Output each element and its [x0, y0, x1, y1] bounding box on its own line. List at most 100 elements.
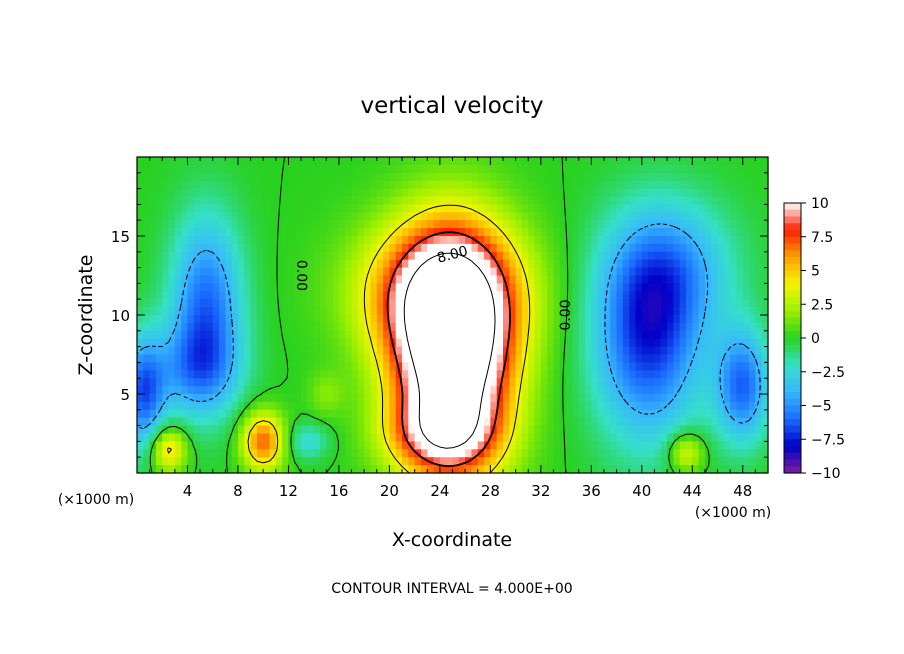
heatmap-cell — [502, 196, 510, 205]
heatmap-cell — [200, 338, 208, 348]
heatmap-cell — [338, 441, 346, 450]
heatmap-cell — [395, 449, 403, 458]
heatmap-cell — [540, 251, 548, 261]
heatmap-cell — [269, 291, 277, 300]
heatmap-cell — [559, 228, 567, 237]
heatmap-cell — [395, 322, 403, 332]
heatmap-cell — [263, 251, 271, 261]
heatmap-cell — [301, 188, 308, 198]
heatmap-cell — [370, 315, 378, 324]
heatmap-cell — [338, 330, 346, 340]
heatmap-cell — [389, 409, 397, 419]
heatmap-cell — [307, 417, 315, 427]
heatmap-cell — [591, 275, 599, 284]
colorbar-swatch — [784, 331, 801, 339]
heatmap-cell — [452, 370, 460, 379]
heatmap-cell — [313, 425, 321, 435]
heatmap-cell — [338, 157, 346, 166]
heatmap-cell — [433, 354, 441, 363]
heatmap-cell — [332, 243, 340, 253]
heatmap-cell — [648, 180, 656, 190]
heatmap-cell — [294, 307, 302, 316]
heatmap-cell — [534, 315, 542, 324]
heatmap-cell — [528, 386, 536, 395]
heatmap-cell — [439, 354, 447, 363]
heatmap-cell — [174, 196, 182, 205]
heatmap-cell — [301, 283, 308, 292]
heatmap-cell — [578, 291, 586, 300]
heatmap-cell — [559, 322, 567, 332]
heatmap-cell — [755, 370, 763, 379]
heatmap-cell — [603, 346, 611, 356]
heatmap-cell — [553, 322, 561, 332]
heatmap-cell — [654, 401, 662, 411]
heatmap-cell — [566, 370, 573, 379]
heatmap-cell — [679, 275, 687, 284]
heatmap-cell — [408, 236, 416, 245]
heatmap-cell — [736, 307, 744, 316]
heatmap-cell — [395, 157, 403, 166]
heatmap-cell — [471, 291, 479, 300]
heatmap-cell — [250, 204, 258, 213]
heatmap-cell — [515, 425, 523, 435]
heatmap-cell — [648, 346, 656, 356]
heatmap-cell — [622, 378, 630, 387]
heatmap-cell — [755, 291, 763, 300]
heatmap-cell — [616, 362, 624, 371]
heatmap-cell — [559, 267, 567, 277]
heatmap-cell — [742, 267, 750, 277]
heatmap-cell — [326, 172, 334, 182]
heatmap-cell — [168, 267, 176, 277]
heatmap-cell — [496, 449, 504, 458]
heatmap-cell — [294, 346, 302, 356]
heatmap-cell — [307, 378, 315, 387]
heatmap-cell — [288, 157, 296, 166]
heatmap-cell — [641, 354, 649, 363]
heatmap-cell — [250, 164, 258, 174]
heatmap-cell — [301, 457, 308, 466]
heatmap-cell — [402, 330, 409, 340]
heatmap-cell — [364, 212, 372, 221]
heatmap-cell — [427, 259, 435, 269]
heatmap-cell — [534, 330, 542, 340]
colorbar-swatch — [784, 419, 801, 427]
heatmap-cell — [458, 370, 466, 379]
heatmap-cell — [212, 354, 220, 363]
heatmap-cell — [667, 354, 674, 363]
heatmap-cell — [534, 441, 542, 450]
heatmap-cell — [635, 299, 643, 308]
heatmap-cell — [566, 196, 573, 205]
heatmap-cell — [326, 267, 334, 277]
heatmap-cell — [521, 338, 529, 348]
heatmap-cell — [673, 236, 681, 245]
heatmap-cell — [547, 338, 555, 348]
heatmap-cell — [704, 164, 712, 174]
heatmap-cell — [515, 322, 523, 332]
heatmap-cell — [603, 220, 611, 229]
heatmap-cell — [193, 394, 201, 403]
heatmap-cell — [761, 236, 769, 245]
heatmap-cell — [370, 180, 378, 190]
heatmap-cell — [515, 338, 523, 348]
heatmap-cell — [137, 283, 144, 292]
heatmap-cell — [282, 180, 290, 190]
heatmap-cell — [755, 378, 763, 387]
heatmap-cell — [723, 441, 731, 450]
heatmap-cell — [515, 212, 523, 221]
heatmap-cell — [648, 465, 656, 474]
heatmap-cell — [730, 330, 738, 340]
colorbar-tick-label: −10 — [811, 466, 841, 482]
heatmap-cell — [566, 212, 573, 221]
heatmap-cell — [553, 164, 561, 174]
heatmap-cell — [597, 157, 605, 166]
heatmap-cell — [420, 417, 428, 427]
heatmap-cell — [402, 188, 409, 198]
heatmap-cell — [383, 354, 390, 363]
heatmap-cell — [446, 322, 454, 332]
heatmap-cell — [572, 164, 580, 174]
heatmap-cell — [761, 315, 769, 324]
heatmap-cell — [326, 243, 334, 253]
heatmap-cell — [338, 433, 346, 442]
heatmap-cell — [559, 243, 567, 253]
heatmap-cell — [603, 441, 611, 450]
